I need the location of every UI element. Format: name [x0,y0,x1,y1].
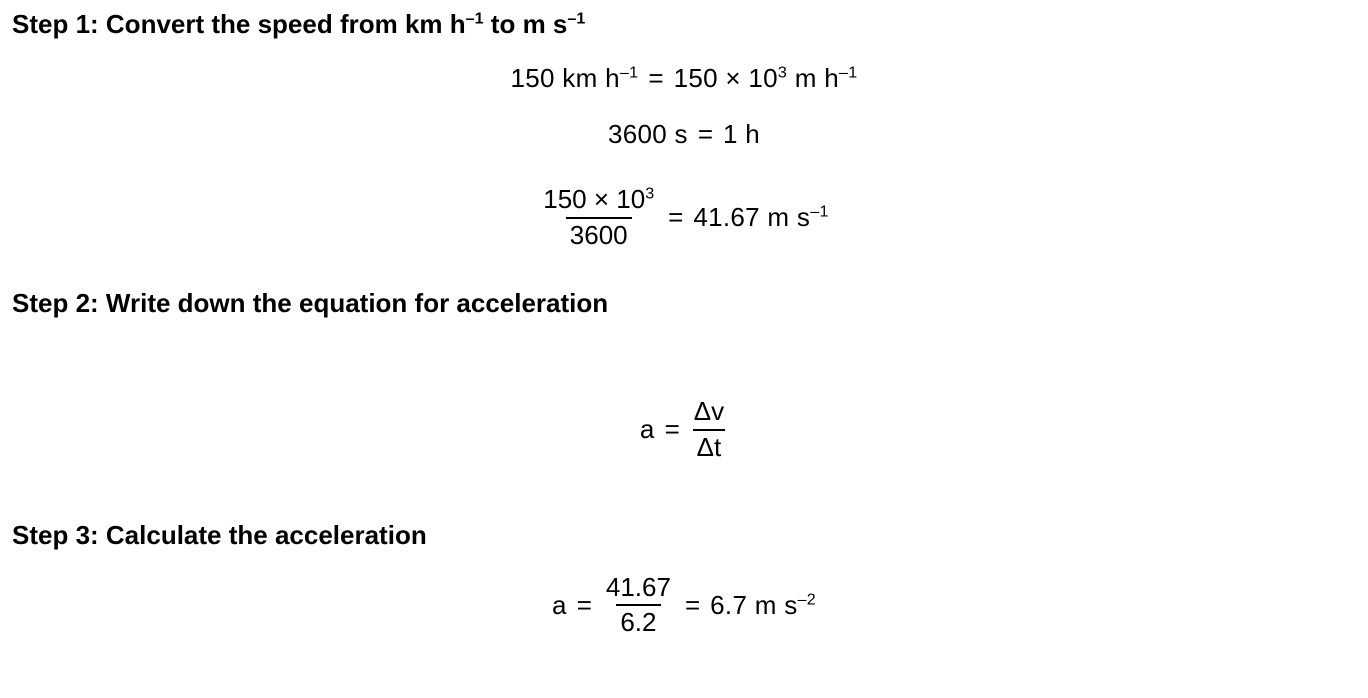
step1-eq3-rhs: 41.67 m s–1 [693,201,828,235]
equals-sign: = [698,118,713,152]
step3-eq: a = 41.67 6.2 = 6.7 m s–2 [12,567,1356,645]
equals-sign: = [577,589,592,623]
step1-eq1-rhs: 150 × 103 m h–1 [674,62,858,96]
step1-eq3-fraction: 150 × 103 3600 [539,185,658,251]
step1-eq3: 150 × 103 3600 = 41.67 m s–1 [12,179,1356,257]
step1-eq2-rhs: 1 h [723,118,760,152]
worked-solution: Step 1: Convert the speed from km h–1 to… [0,0,1368,644]
equals-sign: = [665,413,680,447]
equals-sign: = [685,589,700,623]
equals-sign: = [648,62,663,96]
step2-eq-fraction: Δv Δt [690,397,728,463]
step3-heading: Step 3: Calculate the acceleration [12,519,1356,553]
equals-sign: = [668,201,683,235]
step3-eq-den: 6.2 [616,604,660,638]
step3-eq-lhs: a [552,589,567,623]
step1-heading: Step 1: Convert the speed from km h–1 to… [12,8,1356,42]
step3-eq-num: 41.67 [602,573,675,605]
step2-eq-den: Δt [693,429,726,463]
step2-eq-num: Δv [690,397,728,429]
step1-eq1-lhs: 150 km h–1 [511,62,639,96]
step2-eq-lhs: a [640,413,655,447]
step3-eq-fraction: 41.67 6.2 [602,573,675,639]
step1-eq2-lhs: 3600 s [608,118,688,152]
step1-eq1: 150 km h–1 = 150 × 103 m h–1 [12,56,1356,102]
step1-eq2: 3600 s = 1 h [12,112,1356,158]
step1-eq3-num: 150 × 103 [539,185,658,217]
step3-eq-rhs: 6.7 m s–2 [710,589,816,623]
step2-heading: Step 2: Write down the equation for acce… [12,287,1356,321]
step1-eq3-den: 3600 [566,217,632,251]
step2-eq: a = Δv Δt [12,391,1356,469]
